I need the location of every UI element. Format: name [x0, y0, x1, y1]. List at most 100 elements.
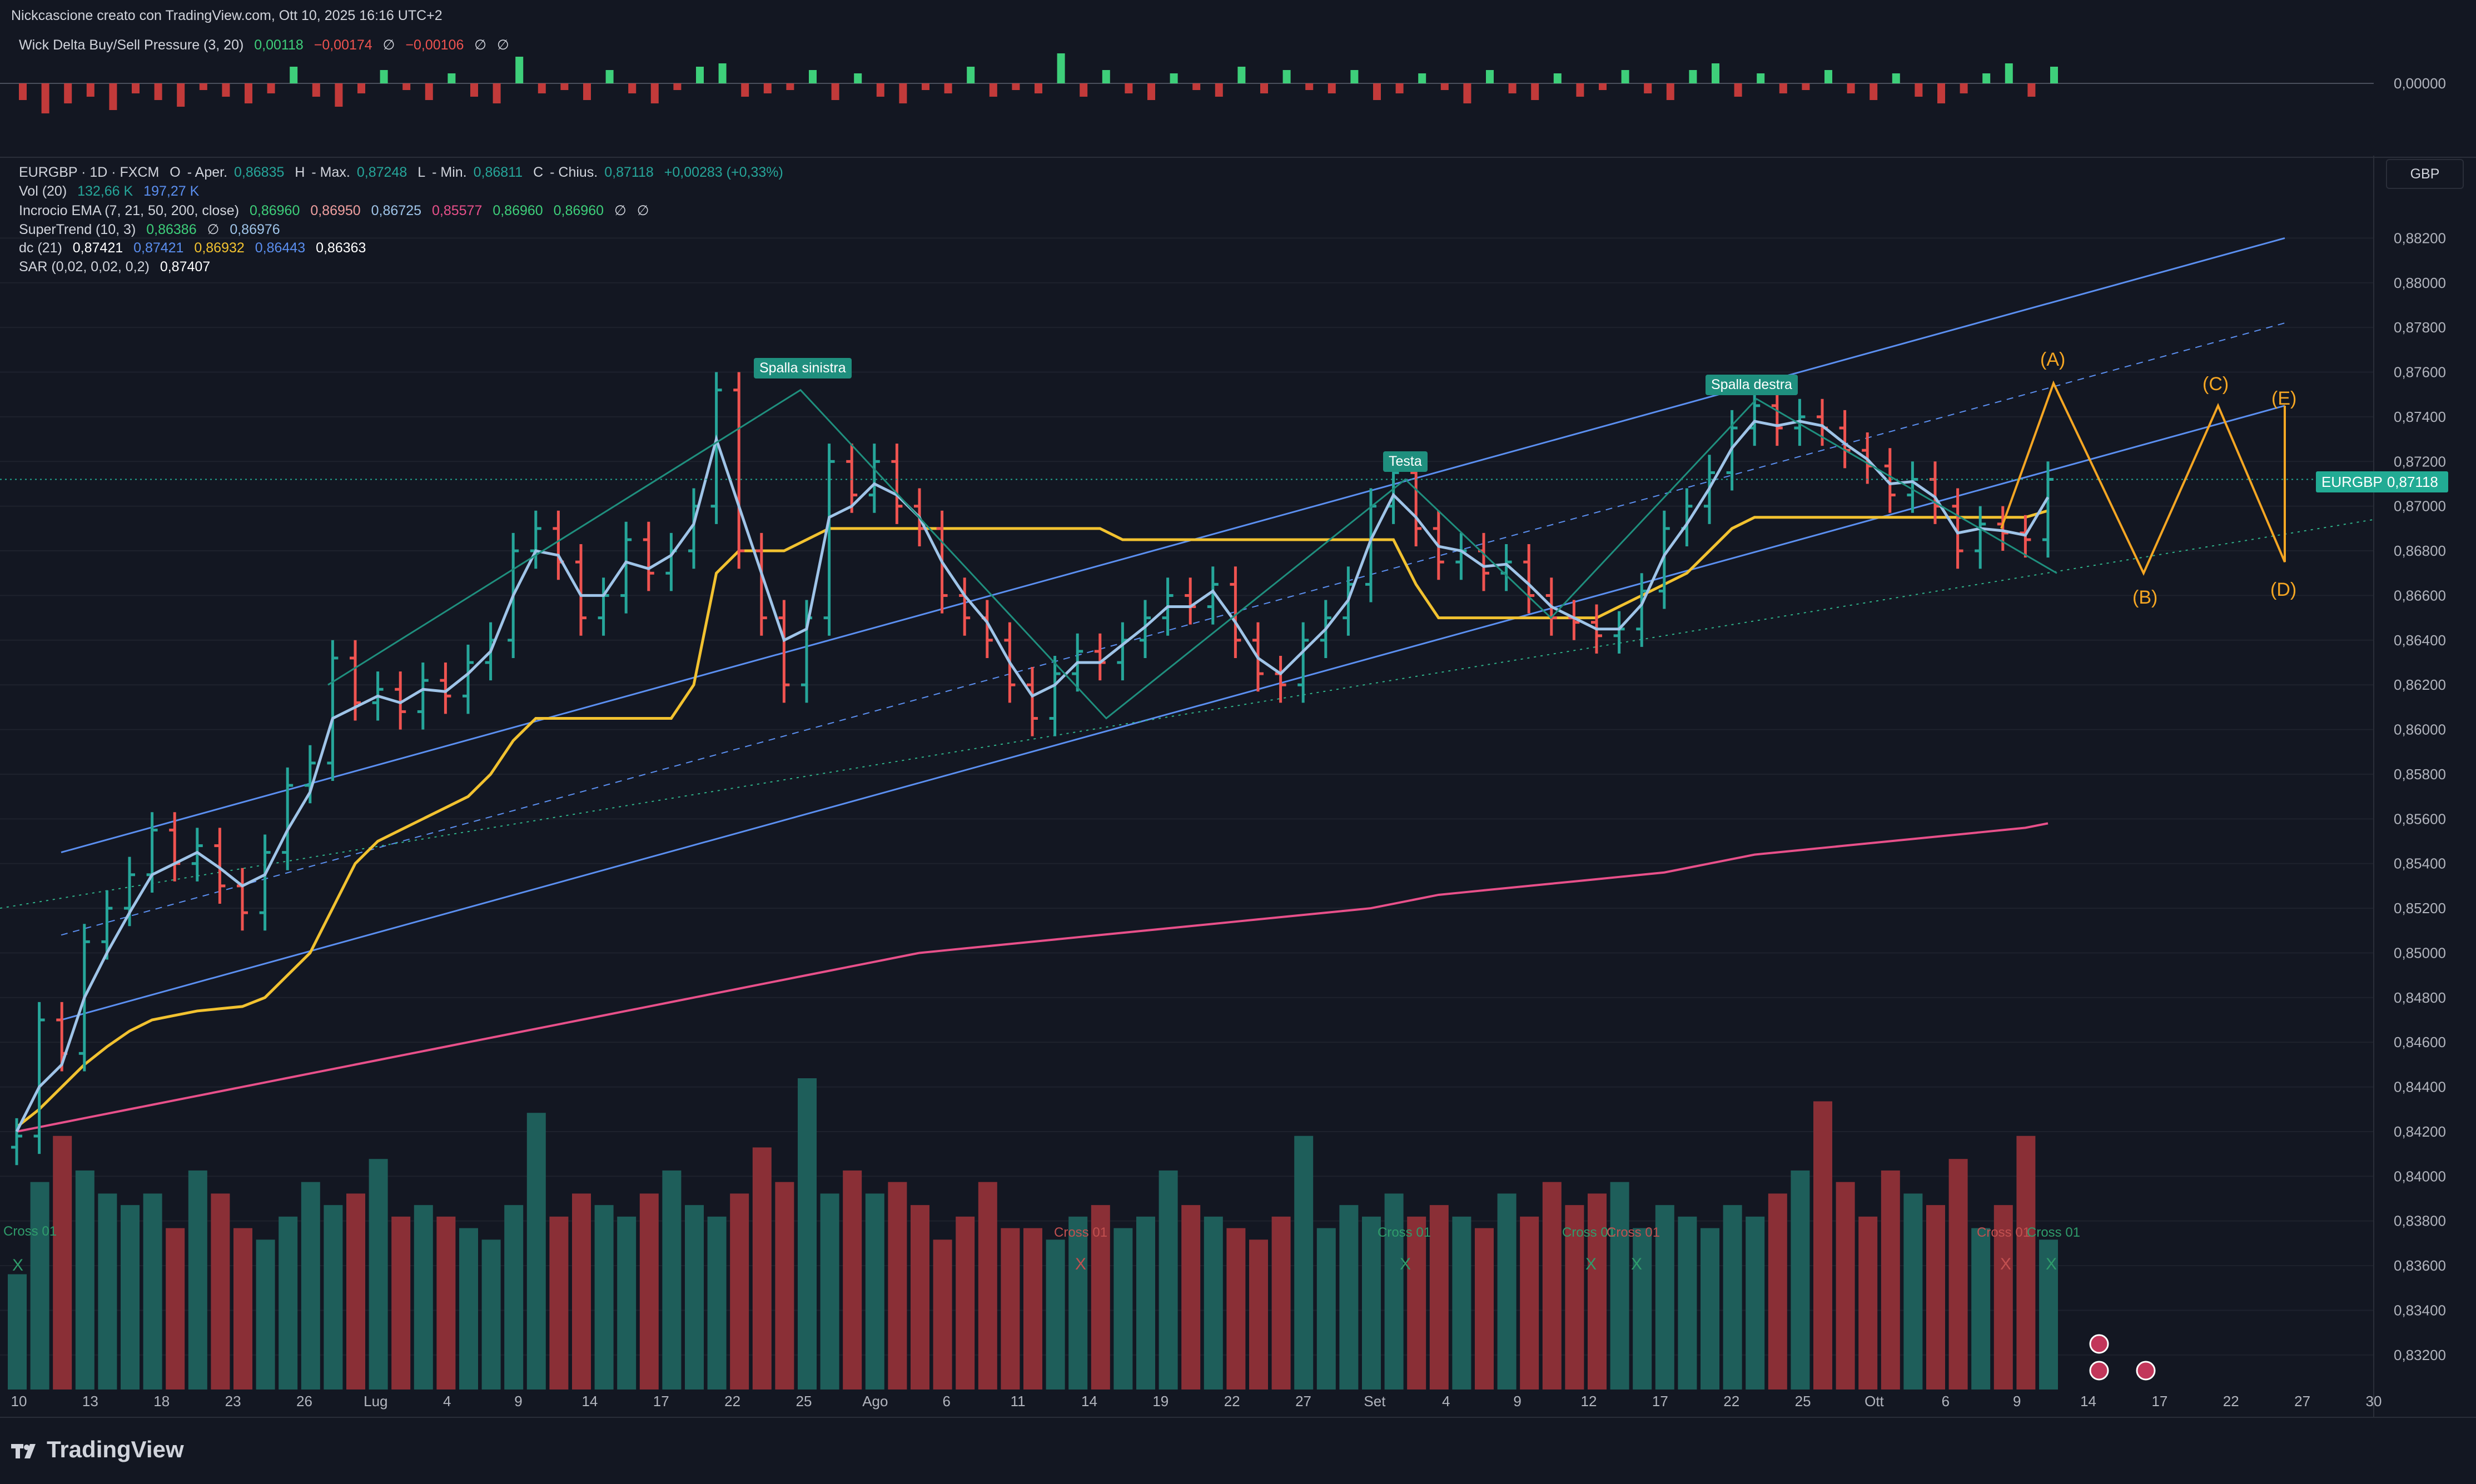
- wick-delta-bar: [1599, 83, 1607, 90]
- wick-delta-bar: [1305, 83, 1314, 90]
- channel-lower-line: [61, 405, 2285, 1021]
- wick-delta-bar: [944, 83, 952, 93]
- x-tick-label: 6: [942, 1393, 950, 1410]
- volume-bar: [1159, 1170, 1178, 1390]
- wick-delta-bar: [538, 83, 546, 93]
- x-tick-label: 23: [225, 1393, 241, 1410]
- head-shoulders-pattern: [327, 389, 2057, 720]
- cross-mark-1: X: [12, 1256, 24, 1274]
- volume-bar: [1768, 1193, 1787, 1390]
- x-tick-label: Ott: [1865, 1393, 1884, 1410]
- brand-name: TradingView: [47, 1436, 184, 1462]
- volume-value-2: 197,27 K: [143, 183, 200, 199]
- channel-upper-line: [61, 237, 2285, 854]
- ema-value-3: 0,86725: [371, 203, 422, 218]
- ema-legend[interactable]: Incrocio EMA (7, 21, 50, 200, close) 0,8…: [19, 202, 655, 219]
- left-shoulder-label: Spalla sinistra: [754, 358, 852, 379]
- volume-bar: [978, 1182, 997, 1390]
- wick-delta-value-2: −0,00174: [314, 37, 372, 53]
- wick-delta-bar: [1350, 70, 1359, 83]
- volume-bar: [820, 1193, 839, 1390]
- volume-bar: [1723, 1205, 1742, 1390]
- wick-delta-panel: [0, 48, 2476, 158]
- volume-bar: [504, 1205, 524, 1390]
- volume-bar: [1001, 1228, 1020, 1390]
- volume-bar: [549, 1216, 569, 1390]
- wick-delta-bar: [1666, 83, 1674, 100]
- y-tick-label: 0,84200: [2394, 1123, 2446, 1140]
- last-price-symbol: EURGBP: [2321, 474, 2383, 490]
- sar-name: SAR (0,02, 0,02, 0,2): [19, 259, 150, 275]
- volume-bar: [143, 1193, 162, 1390]
- wick-delta-bar: [1035, 83, 1042, 93]
- x-tick-label: 9: [514, 1393, 522, 1410]
- supertrend-line: [16, 509, 2049, 1128]
- ohlc-l: L: [417, 165, 426, 180]
- x-tick-label: 13: [82, 1393, 98, 1410]
- volume-bar: [1271, 1216, 1291, 1390]
- y-tick-label: 0,87600: [2394, 364, 2446, 381]
- volume-bar: [1633, 1228, 1652, 1390]
- volume-bar: [1475, 1228, 1494, 1390]
- volume-bar: [1384, 1193, 1404, 1390]
- volume-bar: [1565, 1205, 1584, 1390]
- volume-bar: [1452, 1216, 1471, 1390]
- supertrend-legend[interactable]: SuperTrend (10, 3) 0,86386 ∅ 0,86976: [19, 221, 287, 238]
- wick-delta-bar: [470, 83, 478, 97]
- wick-delta-bar: [2027, 83, 2036, 97]
- ema-value-8: ∅: [637, 203, 649, 218]
- currency-selector[interactable]: GBP: [2386, 159, 2464, 189]
- sar-legend[interactable]: SAR (0,02, 0,02, 0,2) 0,87407: [19, 259, 217, 275]
- ohlc-change-value: +0,00283 (+0,33%): [664, 165, 783, 180]
- volume-bar: [1113, 1228, 1133, 1390]
- wick-delta-bar: [1531, 83, 1539, 100]
- volume-value-1: 132,66 K: [77, 183, 133, 199]
- cross-mark-4: X: [1585, 1255, 1597, 1273]
- ohlc-high-value: 0,87248: [356, 165, 407, 180]
- dc-value-2: 0,87421: [133, 240, 184, 256]
- wick-delta-bar: [1689, 70, 1697, 83]
- head-label: Testa: [1383, 451, 1428, 472]
- symbol-name: EURGBP · 1D · FXCM: [19, 165, 160, 180]
- y-tick-label: 0,83600: [2394, 1257, 2446, 1274]
- wick-delta-bar: [1260, 83, 1268, 93]
- dc-legend[interactable]: dc (21) 0,87421 0,87421 0,86932 0,86443 …: [19, 240, 372, 256]
- wick-delta-zero-label: 0,00000: [2394, 75, 2446, 92]
- wick-delta-bar: [1012, 83, 1020, 90]
- wick-delta-bar: [1892, 73, 1900, 83]
- x-tick-label: 4: [443, 1393, 451, 1410]
- wick-delta-bar: [1644, 83, 1652, 93]
- wick-delta-bar: [1576, 83, 1584, 97]
- volume-bar: [662, 1170, 682, 1390]
- y-tick-label: 0,84400: [2394, 1079, 2446, 1095]
- ohlc-l-label: - Min.: [432, 165, 467, 180]
- symbol-legend[interactable]: EURGBP · 1D · FXCM O - Aper. 0,86835 H - Ma…: [19, 165, 790, 181]
- ohlc-o-label: - Aper.: [187, 165, 228, 180]
- wave-d-label: (D): [2270, 579, 2297, 600]
- ohlc-open-value: 0,86835: [234, 165, 285, 180]
- volume-bar: [98, 1193, 117, 1390]
- wick-delta-bar: [425, 83, 433, 100]
- wick-delta-value-6: ∅: [497, 37, 509, 53]
- volume-bar: [685, 1205, 704, 1390]
- y-tick-label: 0,84800: [2394, 989, 2446, 1006]
- wick-delta-bar: [786, 83, 794, 90]
- volume-legend[interactable]: Vol (20) 132,66 K 197,27 K: [19, 183, 206, 200]
- volume-bar: [1091, 1205, 1110, 1390]
- tradingview-brand[interactable]: TradingView: [11, 1436, 184, 1463]
- wick-delta-legend[interactable]: Wick Delta Buy/Sell Pressure (3, 20) 0,0…: [19, 37, 516, 53]
- x-tick-label: 9: [2013, 1393, 2021, 1410]
- cross-mark-2: X: [1075, 1255, 1087, 1273]
- volume-bar: [1881, 1170, 1900, 1390]
- volume-bar: [1948, 1159, 1968, 1390]
- wick-delta-bar: [380, 70, 388, 83]
- supertrend-value-2: ∅: [207, 222, 220, 237]
- ema-value-7: ∅: [614, 203, 627, 218]
- wick-delta-bar: [1192, 83, 1201, 90]
- volume-bar: [481, 1239, 501, 1390]
- wick-delta-bar: [1418, 73, 1426, 83]
- wick-delta-bar: [2050, 67, 2058, 83]
- ema-value-5: 0,86960: [493, 203, 543, 218]
- ohlc-c-label: - Chius.: [550, 165, 598, 180]
